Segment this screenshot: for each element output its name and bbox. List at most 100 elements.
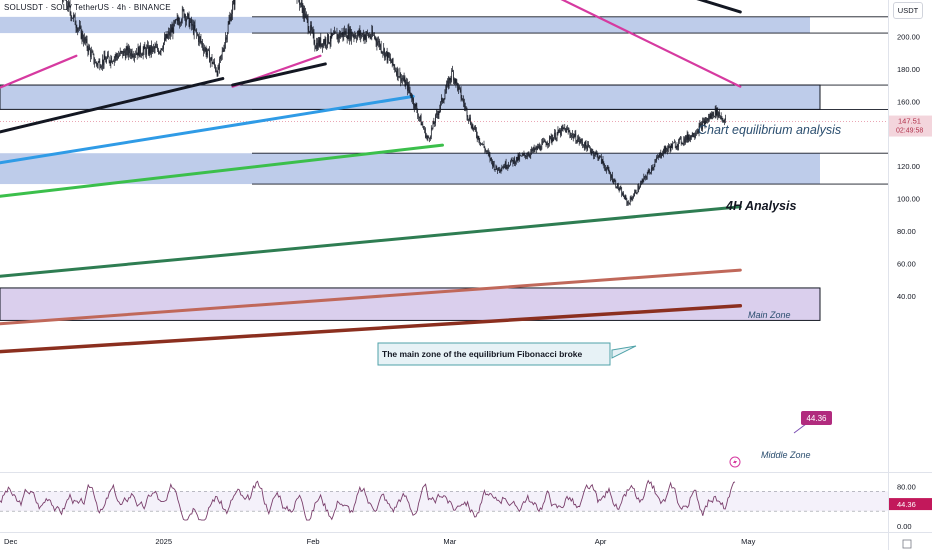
candle-body (92, 52, 93, 53)
rsi-tick-label: 80.00 (897, 482, 916, 491)
candle-body (648, 171, 649, 175)
candle-body (437, 113, 438, 114)
candle-body (435, 115, 436, 123)
candle-body (300, 3, 301, 4)
candle-body (381, 45, 382, 52)
candle-body (472, 125, 473, 128)
candle-body (609, 169, 610, 172)
candle-body (486, 151, 487, 152)
candle-body (605, 168, 606, 170)
candle-body (555, 133, 556, 140)
candle-body (119, 55, 120, 56)
candle-body (206, 48, 207, 55)
annotation-4h: 4H Analysis (725, 199, 796, 213)
candle-body (329, 43, 330, 44)
candle-body (557, 133, 558, 138)
candle-body (156, 47, 157, 48)
candle-body (224, 50, 225, 51)
candle-body (228, 24, 229, 33)
candle-body (674, 143, 675, 144)
candle-body (626, 196, 627, 198)
candle-body (205, 48, 206, 49)
candle-body (458, 86, 459, 90)
candle-body (568, 129, 569, 131)
candle-body (325, 39, 326, 44)
candle-body (433, 122, 434, 128)
candle-body (461, 90, 462, 99)
candle-body (610, 173, 611, 175)
candle-body (388, 53, 389, 61)
candle-body (604, 165, 605, 168)
candle-body (173, 21, 174, 33)
candle-body (644, 176, 645, 177)
candle-body (493, 163, 494, 166)
candle-body (321, 43, 322, 46)
candle-body (719, 112, 720, 116)
currency-button[interactable]: USDT (893, 2, 923, 19)
candle-body (128, 47, 129, 55)
candle-body (675, 143, 676, 148)
candle-body (662, 154, 663, 155)
candle-body (406, 82, 407, 86)
candle-body (395, 70, 396, 71)
candle-body (641, 182, 642, 184)
candle-body (161, 49, 162, 52)
candle-body (531, 149, 532, 152)
candle-body (532, 149, 533, 151)
candle-body (655, 161, 656, 163)
candle-body (146, 48, 147, 55)
candle-body (694, 136, 695, 137)
candle-body (83, 40, 84, 43)
candle-body (108, 55, 109, 58)
candle-body (643, 180, 644, 181)
candle-body (485, 148, 486, 151)
candle-body (428, 137, 429, 138)
candle-body (75, 15, 76, 25)
candle-body (575, 133, 576, 136)
candle-body (474, 128, 475, 129)
candle-body (672, 143, 673, 148)
candle-body (596, 152, 597, 153)
candle-body (487, 151, 488, 152)
candle-body (685, 136, 686, 142)
candle-body (387, 51, 388, 60)
candle-body (463, 99, 464, 103)
candle-body (545, 140, 546, 142)
candle-body (135, 54, 136, 55)
candle-body (155, 47, 156, 49)
candle-body (182, 9, 183, 20)
candle-body (696, 133, 697, 134)
candle-body (530, 152, 531, 156)
candle-body (608, 167, 609, 169)
candle-body (305, 14, 306, 18)
candle-body (509, 165, 510, 166)
candle-body (686, 136, 687, 140)
candle-body (432, 128, 433, 129)
candle-body (451, 79, 452, 80)
candle-body (218, 67, 219, 75)
rsi-value-text: 44.36 (897, 500, 916, 509)
candle-body (311, 25, 312, 30)
candle-body (196, 30, 197, 31)
candle-body (100, 67, 101, 68)
candle-body (339, 33, 340, 38)
candle-body (347, 38, 348, 39)
candle-body (317, 43, 318, 49)
candle-body (612, 175, 613, 182)
candle-body (706, 118, 707, 123)
candle-body (573, 134, 574, 138)
candle-body (375, 37, 376, 38)
candle-body (63, 0, 64, 1)
candle-body (213, 62, 214, 63)
candle-body (511, 158, 512, 161)
candle-body (188, 14, 189, 15)
candle-body (330, 41, 331, 43)
candle-body (678, 140, 679, 146)
candle-body (419, 117, 420, 118)
price-tick-label: 80.00 (897, 227, 916, 236)
candle-body (440, 108, 441, 111)
candle-body (634, 192, 635, 196)
countdown-text: 02:49:58 (896, 128, 923, 135)
